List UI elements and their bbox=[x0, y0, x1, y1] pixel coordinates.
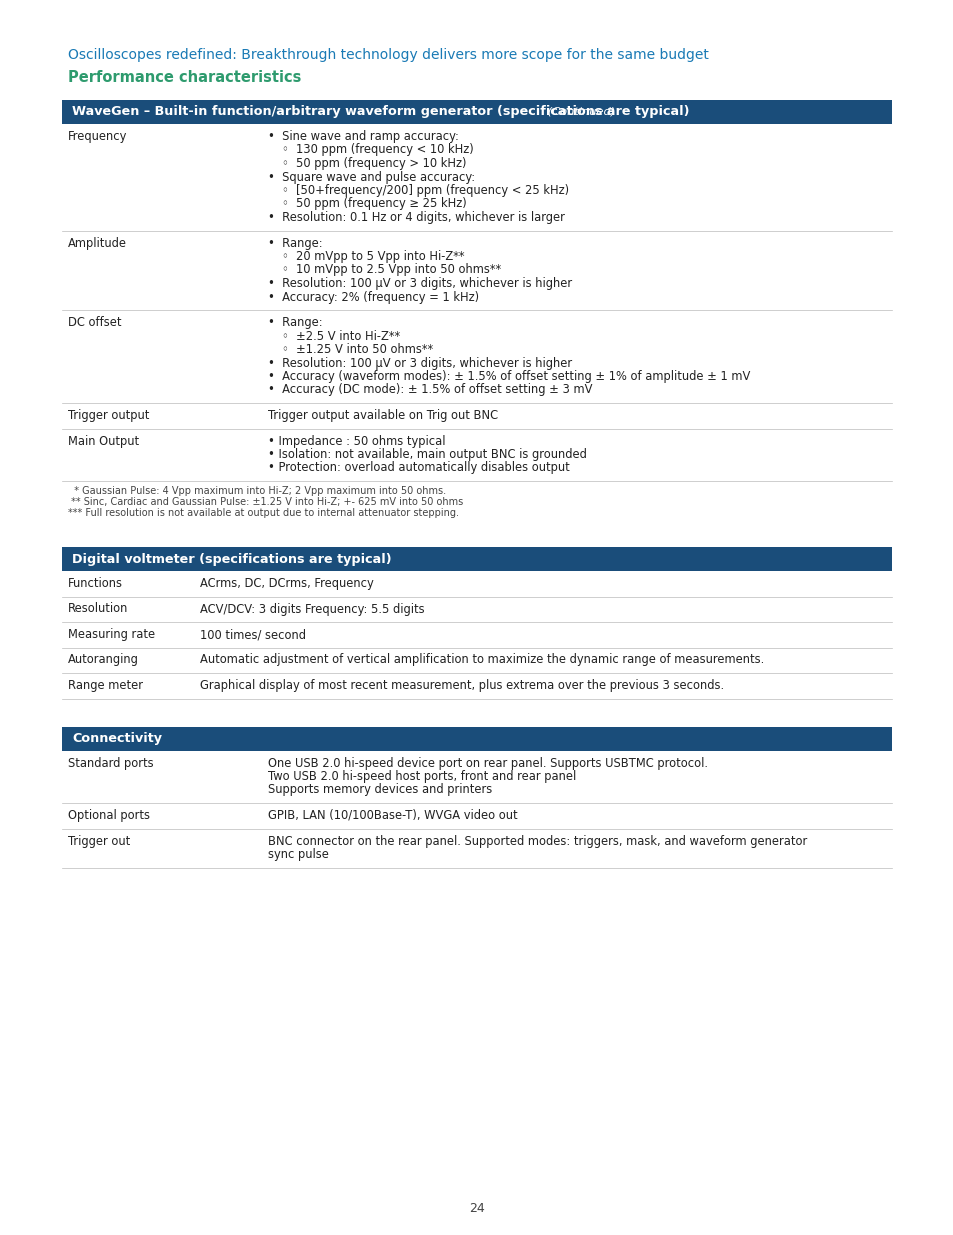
Text: (Continued): (Continued) bbox=[543, 107, 615, 117]
Text: WaveGen – Built-in function/arbitrary waveform generator (specifications are typ: WaveGen – Built-in function/arbitrary wa… bbox=[71, 105, 689, 119]
Text: Optional ports: Optional ports bbox=[68, 809, 150, 823]
Text: •  Accuracy (DC mode): ± 1.5% of offset setting ± 3 mV: • Accuracy (DC mode): ± 1.5% of offset s… bbox=[268, 384, 592, 396]
Text: Frequency: Frequency bbox=[68, 130, 128, 143]
Text: •  Range:: • Range: bbox=[268, 236, 322, 249]
Text: Amplitude: Amplitude bbox=[68, 236, 127, 249]
Text: •  Square wave and pulse accuracy:: • Square wave and pulse accuracy: bbox=[268, 170, 475, 184]
Text: BNC connector on the rear panel. Supported modes: triggers, mask, and waveform g: BNC connector on the rear panel. Support… bbox=[268, 835, 806, 847]
Text: ◦  130 ppm (frequency < 10 kHz): ◦ 130 ppm (frequency < 10 kHz) bbox=[282, 143, 474, 157]
Text: ACV/DCV: 3 digits Frequency: 5.5 digits: ACV/DCV: 3 digits Frequency: 5.5 digits bbox=[200, 603, 424, 615]
Text: •  Range:: • Range: bbox=[268, 316, 322, 329]
Text: sync pulse: sync pulse bbox=[268, 848, 329, 861]
Bar bbox=[62, 547, 891, 571]
Bar bbox=[62, 100, 891, 124]
Text: Connectivity: Connectivity bbox=[71, 732, 162, 745]
Text: •  Accuracy: 2% (frequency = 1 kHz): • Accuracy: 2% (frequency = 1 kHz) bbox=[268, 290, 478, 304]
Text: •  Resolution: 0.1 Hz or 4 digits, whichever is larger: • Resolution: 0.1 Hz or 4 digits, whiche… bbox=[268, 211, 564, 224]
Text: 24: 24 bbox=[469, 1202, 484, 1215]
Text: Autoranging: Autoranging bbox=[68, 653, 139, 667]
Text: •  Accuracy (waveform modes): ± 1.5% of offset setting ± 1% of amplitude ± 1 mV: • Accuracy (waveform modes): ± 1.5% of o… bbox=[268, 370, 750, 383]
Text: * Gaussian Pulse: 4 Vpp maximum into Hi-Z; 2 Vpp maximum into 50 ohms.: * Gaussian Pulse: 4 Vpp maximum into Hi-… bbox=[68, 487, 446, 496]
Text: Supports memory devices and printers: Supports memory devices and printers bbox=[268, 783, 492, 797]
Text: Standard ports: Standard ports bbox=[68, 757, 153, 769]
Text: Measuring rate: Measuring rate bbox=[68, 629, 155, 641]
Text: One USB 2.0 hi-speed device port on rear panel. Supports USBTMC protocol.: One USB 2.0 hi-speed device port on rear… bbox=[268, 757, 707, 769]
Text: •  Resolution: 100 μV or 3 digits, whichever is higher: • Resolution: 100 μV or 3 digits, whiche… bbox=[268, 357, 572, 369]
Text: Two USB 2.0 hi-speed host ports, front and rear panel: Two USB 2.0 hi-speed host ports, front a… bbox=[268, 769, 576, 783]
Text: Trigger out: Trigger out bbox=[68, 835, 131, 847]
Text: Trigger output: Trigger output bbox=[68, 409, 150, 422]
Text: Range meter: Range meter bbox=[68, 679, 143, 692]
Text: ACrms, DC, DCrms, Frequency: ACrms, DC, DCrms, Frequency bbox=[200, 577, 374, 590]
Text: *** Full resolution is not available at output due to internal attenuator steppi: *** Full resolution is not available at … bbox=[68, 508, 458, 517]
Text: Digital voltmeter (specifications are typical): Digital voltmeter (specifications are ty… bbox=[71, 552, 392, 566]
Text: 100 times/ second: 100 times/ second bbox=[200, 629, 306, 641]
Text: GPIB, LAN (10/100Base-T), WVGA video out: GPIB, LAN (10/100Base-T), WVGA video out bbox=[268, 809, 517, 823]
Text: ◦  [50+frequency/200] ppm (frequency < 25 kHz): ◦ [50+frequency/200] ppm (frequency < 25… bbox=[282, 184, 569, 198]
Text: Main Output: Main Output bbox=[68, 435, 139, 447]
Text: ◦  20 mVpp to 5 Vpp into Hi-Z**: ◦ 20 mVpp to 5 Vpp into Hi-Z** bbox=[282, 249, 464, 263]
Text: Oscilloscopes redefined: Breakthrough technology delivers more scope for the sam: Oscilloscopes redefined: Breakthrough te… bbox=[68, 48, 708, 62]
Text: • Isolation: not available, main output BNC is grounded: • Isolation: not available, main output … bbox=[268, 448, 586, 461]
Text: DC offset: DC offset bbox=[68, 316, 121, 329]
Text: •  Resolution: 100 μV or 3 digits, whichever is higher: • Resolution: 100 μV or 3 digits, whiche… bbox=[268, 277, 572, 290]
Text: Automatic adjustment of vertical amplification to maximize the dynamic range of : Automatic adjustment of vertical amplifi… bbox=[200, 653, 763, 667]
Text: • Impedance : 50 ohms typical: • Impedance : 50 ohms typical bbox=[268, 435, 445, 447]
Text: ◦  50 ppm (frequency ≥ 25 kHz): ◦ 50 ppm (frequency ≥ 25 kHz) bbox=[282, 198, 466, 210]
Text: ◦  50 ppm (frequency > 10 kHz): ◦ 50 ppm (frequency > 10 kHz) bbox=[282, 157, 466, 170]
Text: Graphical display of most recent measurement, plus extrema over the previous 3 s: Graphical display of most recent measure… bbox=[200, 679, 723, 692]
Text: ◦  ±1.25 V into 50 ohms**: ◦ ±1.25 V into 50 ohms** bbox=[282, 343, 433, 356]
Text: ◦  ±2.5 V into Hi-Z**: ◦ ±2.5 V into Hi-Z** bbox=[282, 330, 399, 342]
Text: ◦  10 mVpp to 2.5 Vpp into 50 ohms**: ◦ 10 mVpp to 2.5 Vpp into 50 ohms** bbox=[282, 263, 500, 277]
Bar bbox=[62, 726, 891, 751]
Text: Trigger output available on Trig out BNC: Trigger output available on Trig out BNC bbox=[268, 409, 497, 422]
Text: • Protection: overload automatically disables output: • Protection: overload automatically dis… bbox=[268, 462, 569, 474]
Text: Functions: Functions bbox=[68, 577, 123, 590]
Text: ** Sinc, Cardiac and Gaussian Pulse: ±1.25 V into Hi-Z; +- 625 mV into 50 ohms: ** Sinc, Cardiac and Gaussian Pulse: ±1.… bbox=[68, 496, 463, 508]
Text: •  Sine wave and ramp accuracy:: • Sine wave and ramp accuracy: bbox=[268, 130, 458, 143]
Text: Resolution: Resolution bbox=[68, 603, 129, 615]
Text: Performance characteristics: Performance characteristics bbox=[68, 70, 301, 85]
